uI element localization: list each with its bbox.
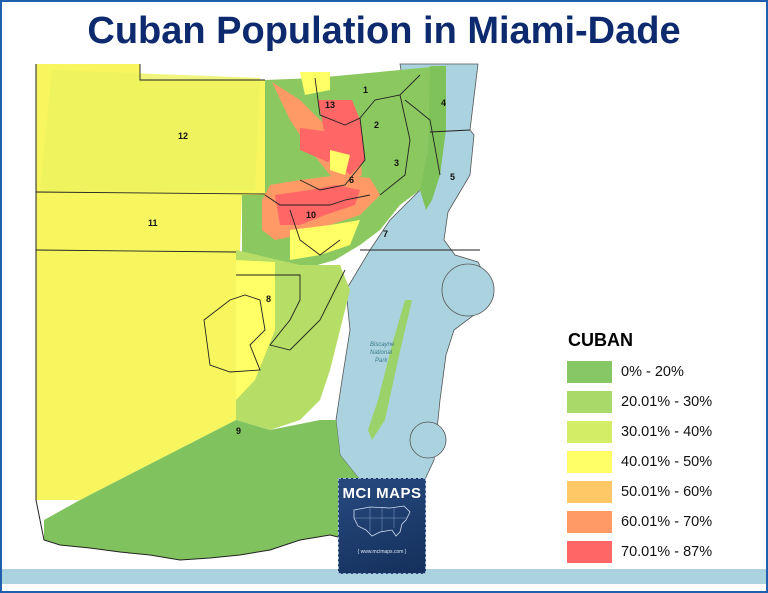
legend-swatch [567, 541, 612, 563]
biscayne-label: Biscayne [370, 342, 395, 348]
legend-swatch [567, 481, 612, 503]
legend-item: 20.01% - 30% [567, 387, 757, 417]
district-label-1: 1 [363, 85, 368, 95]
legend-title: CUBAN [568, 330, 633, 350]
district-label-5: 5 [450, 172, 455, 182]
biscayne-bay-water [335, 63, 493, 511]
legend-swatch [567, 391, 612, 413]
legend-label: 20.01% - 30% [621, 394, 713, 410]
legend-label: 40.01% - 50% [621, 454, 713, 470]
district-label-2: 2 [374, 120, 379, 130]
district-label-6: 6 [349, 175, 354, 185]
legend-item: 60.01% - 70% [567, 507, 757, 537]
district-label-13: 13 [325, 100, 335, 110]
district-labels: 1 2 3 4 5 6 7 8 9 10 11 12 13 [148, 85, 455, 436]
page-title: Cuban Population in Miami-Dade [87, 10, 681, 52]
legend-label: 50.01% - 60% [621, 484, 713, 500]
legend-label: 70.01% - 87% [621, 544, 713, 560]
legend-item: 50.01% - 60% [567, 477, 757, 507]
legend-item: 30.01% - 40% [567, 417, 757, 447]
district-label-11: 11 [148, 218, 158, 228]
district-label-10: 10 [306, 210, 316, 220]
legend-item: 0% - 20% [567, 357, 757, 387]
legend-swatch [567, 511, 612, 533]
district-label-12: 12 [178, 131, 188, 141]
district-label-8: 8 [266, 294, 271, 304]
region-district-9 [44, 420, 395, 560]
bottom-water-strip [2, 569, 766, 584]
legend-label: 0% - 20% [621, 364, 684, 380]
logo-title: MCI MAPS [342, 485, 422, 502]
mci-maps-logo: MCI MAPS { www.mcimaps.com } [338, 478, 426, 574]
legend-label: 60.01% - 70% [621, 514, 713, 530]
legend: CUBAN 0% - 20% 20.01% - 30% 30.01% - 40%… [567, 330, 757, 567]
legend-swatch [567, 421, 612, 443]
us-map-icon [353, 505, 411, 537]
logo-url: { www.mcimaps.com } [357, 549, 407, 555]
legend-item: 40.01% - 50% [567, 447, 757, 477]
district-label-9: 9 [236, 426, 241, 436]
legend-label: 30.01% - 40% [621, 424, 713, 440]
legend-swatch [567, 361, 612, 383]
svg-text:National: National [370, 350, 393, 356]
svg-text:Park: Park [375, 358, 388, 364]
legend-swatch [567, 451, 612, 473]
legend-item: 70.01% - 87% [567, 537, 757, 567]
district-boundaries [35, 64, 480, 373]
district-label-4: 4 [441, 98, 446, 108]
district-label-3: 3 [394, 158, 399, 168]
district-label-7: 7 [383, 229, 388, 239]
